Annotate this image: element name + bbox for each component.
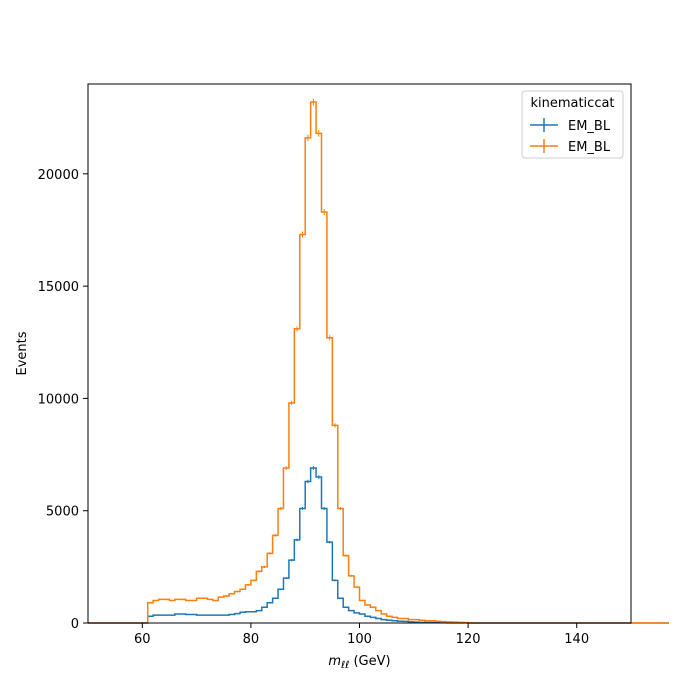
x-tick-label: 100 <box>347 632 372 647</box>
legend-label: EM_BL <box>568 119 611 134</box>
legend-label: EM_BL <box>568 140 611 155</box>
legend: kinematiccat EM_BL EM_BL <box>521 90 624 159</box>
series-layer <box>88 98 670 624</box>
legend-items: EM_BL EM_BL <box>530 118 611 155</box>
x-axis-subscript: ℓℓ <box>341 660 349 671</box>
x-tick-label: 60 <box>134 632 151 647</box>
y-tick-label: 10000 <box>38 392 79 407</box>
x-tick-label: 120 <box>456 632 481 647</box>
legend-box <box>521 90 624 159</box>
plot-frame <box>87 83 632 624</box>
legend-item: EM_BL <box>530 139 611 155</box>
legend-item: EM_BL <box>530 118 611 134</box>
x-tick-label: 140 <box>564 632 589 647</box>
y-tick-label: 5000 <box>46 505 79 520</box>
y-tick-label: 0 <box>71 617 79 632</box>
x-axis-unit: (GeV) <box>349 654 390 669</box>
x-tick-label: 80 <box>243 632 260 647</box>
series-2 <box>88 98 670 624</box>
y-tick-label: 20000 <box>38 168 79 183</box>
y-tick-label: 15000 <box>38 280 79 295</box>
y-axis: 0 5000 10000 15000 20000 <box>38 168 88 632</box>
legend-title: kinematiccat <box>530 96 614 111</box>
x-axis-title: mℓℓ (GeV) <box>328 654 390 671</box>
y-axis-title: Events <box>15 331 30 375</box>
x-axis: 60 80 100 120 140 <box>134 623 589 647</box>
x-axis-symbol: m <box>328 654 341 669</box>
series-2-line <box>88 101 670 624</box>
